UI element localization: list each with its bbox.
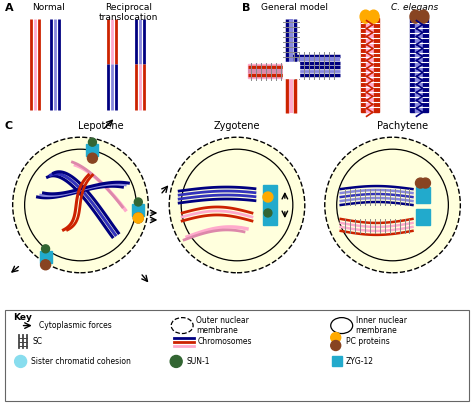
Bar [417,187,430,203]
Bar [5,309,469,401]
Bar [283,63,299,78]
Ellipse shape [360,10,371,23]
Circle shape [170,356,182,367]
Bar [248,65,290,78]
Text: Cytoplasmic forces: Cytoplasmic forces [38,321,111,330]
Text: Normal: Normal [32,3,65,12]
Bar [132,204,144,216]
Bar [416,18,423,112]
Ellipse shape [418,10,429,23]
Bar [423,18,428,112]
Bar [365,18,374,112]
Circle shape [41,260,51,270]
Text: Outer nuclear
membrane: Outer nuclear membrane [196,316,249,335]
Text: Key: Key [13,313,32,322]
Text: C. elegans: C. elegans [391,3,438,12]
Circle shape [133,213,143,223]
Bar [40,251,52,263]
Circle shape [263,192,273,202]
Circle shape [134,198,142,206]
Text: General model: General model [261,3,328,12]
Text: Zygotene: Zygotene [214,121,260,131]
Text: Lepotene: Lepotene [78,121,123,131]
Text: A: A [5,3,13,13]
Text: Inner nuclear
membrane: Inner nuclear membrane [356,316,407,335]
Bar [332,356,342,366]
Ellipse shape [410,10,421,23]
Circle shape [13,137,148,273]
Bar [361,18,365,112]
Circle shape [331,332,341,343]
Bar [86,144,99,156]
Text: ZYG-12: ZYG-12 [346,357,374,366]
Circle shape [325,137,460,273]
Circle shape [87,153,98,163]
Circle shape [331,341,341,351]
Circle shape [42,245,50,253]
Circle shape [133,213,143,223]
Circle shape [420,178,430,188]
Text: PC proteins: PC proteins [346,337,390,346]
Circle shape [89,138,96,146]
Text: C: C [5,121,13,131]
Text: B: B [242,3,250,13]
Text: SC: SC [33,337,43,346]
Circle shape [416,178,426,188]
Bar [374,18,379,112]
Bar [417,209,430,225]
Text: Reciprocal
translocation: Reciprocal translocation [99,3,158,22]
Text: Pachytene: Pachytene [377,121,428,131]
Text: Chromosomes: Chromosomes [198,337,253,346]
Circle shape [264,209,272,217]
Circle shape [15,356,27,367]
Ellipse shape [368,10,379,23]
Text: Sister chromatid cohesion: Sister chromatid cohesion [31,357,130,366]
Bar [263,185,277,225]
Circle shape [169,137,305,273]
Bar [410,18,416,112]
Text: SUN-1: SUN-1 [186,357,210,366]
